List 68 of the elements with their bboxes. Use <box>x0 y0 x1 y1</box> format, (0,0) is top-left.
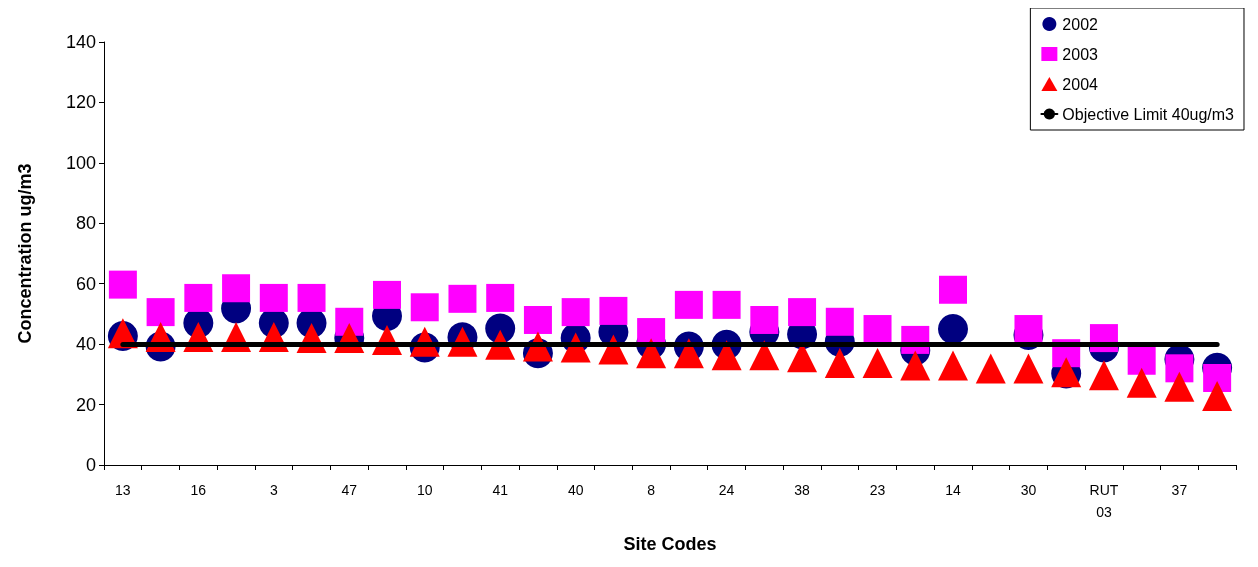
point <box>749 340 780 371</box>
x-tick-label: 24 <box>718 482 735 498</box>
point <box>636 338 667 369</box>
point <box>862 347 893 378</box>
point <box>410 293 439 322</box>
point <box>900 350 931 381</box>
legend-label: 2004 <box>1062 75 1099 93</box>
x-tick-label: 47 <box>341 482 358 498</box>
point <box>108 270 137 299</box>
point <box>1203 363 1232 392</box>
legend-label: 2002 <box>1062 15 1099 33</box>
x-tick-label: 10 <box>416 482 433 498</box>
y-tick-label: 60 <box>75 273 96 294</box>
point <box>674 290 703 319</box>
point <box>222 274 251 303</box>
legend-label: Objective Limit 40ug/m3 <box>1062 105 1235 123</box>
point <box>788 298 817 327</box>
point <box>825 307 854 336</box>
point <box>599 296 628 325</box>
point <box>297 283 326 312</box>
point <box>184 283 213 312</box>
y-tick-label: 0 <box>85 455 96 475</box>
point <box>373 280 401 309</box>
legend-label: 2003 <box>1062 45 1099 63</box>
point <box>448 284 477 313</box>
y-tick-label: 80 <box>75 213 96 234</box>
y-axis-title: Concentration ug/m3 <box>15 163 35 344</box>
point <box>561 298 590 327</box>
y-tick-label: 140 <box>65 32 96 52</box>
point <box>711 340 742 371</box>
point <box>1202 381 1233 412</box>
x-axis-title: Site Codes <box>623 534 717 554</box>
x-tick-label: 23 <box>869 482 886 498</box>
point <box>1127 346 1156 375</box>
x-tick-label: 37 <box>1171 482 1188 498</box>
point <box>750 305 779 334</box>
point <box>863 315 892 344</box>
x-tick-label: 14 <box>945 482 961 498</box>
point <box>975 353 1006 384</box>
point <box>1088 360 1119 391</box>
point <box>824 347 855 378</box>
point <box>938 314 968 345</box>
x-tick-label: 38 <box>794 482 811 498</box>
x-tick-label: 16 <box>190 482 207 498</box>
point <box>486 283 515 312</box>
point <box>1013 353 1044 384</box>
point <box>259 283 288 312</box>
x-tick-label: 41 <box>492 482 509 498</box>
point <box>712 290 741 319</box>
y-tick-label: 100 <box>65 152 96 173</box>
point <box>335 307 364 336</box>
point <box>1164 371 1195 402</box>
y-tick-label: 40 <box>75 334 96 355</box>
x-tick-label: 3 <box>269 482 278 498</box>
y-tick-label: 120 <box>65 92 96 113</box>
point <box>938 350 968 381</box>
x-tick-label: 8 <box>647 482 656 498</box>
x-tick-label: 13 <box>115 482 131 498</box>
point <box>146 298 175 327</box>
point <box>673 338 704 369</box>
point <box>523 305 552 334</box>
x-tick-label: RUT 03 <box>1089 482 1119 520</box>
x-tick-label: 30 <box>1020 482 1037 498</box>
point <box>1165 354 1194 383</box>
x-tick-label: 40 <box>567 482 584 498</box>
point <box>939 275 967 304</box>
y-tick-label: 20 <box>75 394 96 415</box>
point <box>1126 367 1157 398</box>
